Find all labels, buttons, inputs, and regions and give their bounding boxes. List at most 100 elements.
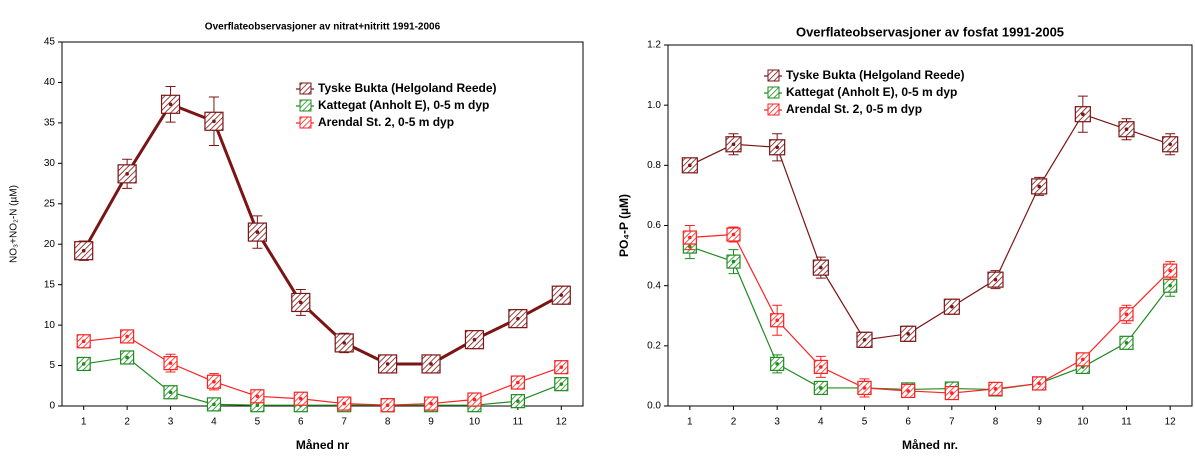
marker-dot	[731, 232, 736, 237]
y-tick-label: 1.0	[647, 100, 661, 111]
marker-dot	[993, 387, 998, 391]
legend-marker	[767, 86, 780, 99]
y-tick-label: 0.6	[647, 220, 661, 231]
marker-dot	[950, 304, 954, 309]
x-axis-label: Måned nr	[296, 438, 350, 452]
marker-dot	[775, 318, 779, 323]
x-tick-label: 9	[428, 417, 434, 428]
marker-dot	[429, 401, 433, 406]
y-tick-label: 0.2	[647, 340, 661, 351]
x-tick-label: 3	[168, 417, 174, 428]
y-axis-label: NO₃+NO₂-N (µM)	[9, 185, 20, 263]
x-tick-label: 6	[298, 417, 304, 428]
x-tick-label: 8	[993, 417, 999, 428]
x-tick-label: 7	[341, 417, 347, 428]
series-line	[689, 113, 1171, 341]
marker-dot	[81, 248, 86, 253]
marker-dot	[731, 259, 736, 264]
legend-label: Kattegat (Anholt E), 0-5 m dyp	[786, 85, 957, 99]
marker-dot	[775, 362, 779, 366]
x-tick-label: 11	[513, 417, 524, 428]
x-tick-label: 2	[731, 417, 737, 428]
marker-dot	[731, 142, 736, 147]
series-line	[82, 102, 563, 366]
chart-title: Overflateobservasjoner av fosfat 1991-20…	[796, 24, 1064, 39]
marker-dot	[1168, 283, 1172, 288]
marker-dot	[212, 379, 216, 384]
series-line	[689, 233, 1171, 394]
marker-dot	[993, 277, 998, 282]
marker-dot	[125, 334, 129, 339]
x-tick-label: 10	[469, 417, 481, 428]
series-line	[689, 245, 1171, 391]
marker-dot	[429, 362, 433, 366]
y-tick-label: 1.2	[647, 40, 661, 51]
chart: Overflateobservasjoner av nitrat+nitritt…	[9, 22, 584, 452]
legend-marker	[767, 103, 780, 116]
y-tick-label: 0.8	[647, 160, 661, 171]
marker-dot	[298, 300, 303, 305]
marker-dot	[212, 402, 216, 407]
legend-marker	[299, 82, 312, 95]
plot-frame	[61, 41, 584, 407]
y-axis-label: PO₄-P (µM)	[617, 194, 631, 257]
y-tick-label: 45	[44, 37, 56, 48]
marker-dot	[1168, 142, 1172, 147]
marker-dot	[212, 119, 216, 124]
marker-dot	[255, 394, 260, 399]
legend-label: Arendal St. 2, 0-5 m dyp	[786, 102, 922, 116]
marker-dot	[906, 332, 910, 336]
x-tick-label: 10	[1077, 417, 1089, 428]
marker-dot	[775, 145, 779, 150]
marker-dot	[819, 386, 823, 390]
y-tick-label: 40	[44, 77, 56, 88]
legend-label: Arendal St. 2, 0-5 m dyp	[318, 115, 454, 129]
y-tick-label: 10	[44, 320, 56, 331]
marker-dot	[298, 396, 303, 401]
legend-marker	[299, 116, 312, 129]
marker-dot	[950, 391, 954, 395]
y-tick-label: 0	[49, 401, 55, 412]
marker-dot	[1168, 268, 1172, 273]
x-tick-label: 9	[1036, 417, 1042, 428]
x-tick-label: 1	[687, 417, 693, 428]
marker-dot	[255, 230, 260, 234]
legend: Tyske Bukta (Helgoland Reede) Kattegat (A…	[764, 68, 965, 116]
marker-dot	[255, 403, 260, 407]
x-tick-label: 4	[818, 417, 824, 428]
marker-dot	[342, 401, 347, 406]
marker-dot	[472, 397, 477, 402]
marker-dot	[906, 389, 910, 393]
marker-dot	[125, 355, 129, 360]
marker-dot	[1081, 357, 1085, 362]
y-tick-label: 15	[44, 279, 56, 290]
legend-label: Tyske Bukta (Helgoland Reede)	[318, 81, 497, 95]
marker-dot	[81, 362, 86, 366]
marker-dot	[516, 399, 520, 403]
marker-dot	[688, 235, 692, 240]
legend-label: Kattegat (Anholt E), 0-5 m dyp	[318, 98, 489, 112]
series-line	[83, 335, 562, 406]
x-tick-label: 4	[211, 417, 217, 428]
x-tick-label: 12	[556, 417, 568, 428]
series-line	[83, 356, 562, 406]
x-tick-label: 8	[385, 417, 391, 428]
x-axis-label: Måned nr.	[902, 438, 958, 452]
chart-title: Overflateobservasjoner av nitrat+nitritt…	[205, 22, 441, 33]
marker-dot	[342, 341, 347, 345]
marker-dot	[385, 362, 390, 366]
x-tick-label: 5	[255, 417, 261, 428]
legend: Tyske Bukta (Helgoland Reede) Kattegat (A…	[296, 81, 497, 129]
y-tick-label: 20	[44, 239, 56, 250]
y-tick-label: 25	[44, 198, 56, 209]
marker-dot	[819, 265, 823, 270]
marker-dot	[81, 339, 86, 344]
legend-label: Tyske Bukta (Helgoland Reede)	[786, 68, 965, 82]
x-tick-label: 5	[862, 417, 868, 428]
marker-dot	[559, 382, 564, 386]
marker-dot	[125, 172, 129, 176]
marker-dot	[168, 361, 173, 365]
marker-dot	[1124, 127, 1129, 132]
marker-dot	[688, 163, 692, 168]
